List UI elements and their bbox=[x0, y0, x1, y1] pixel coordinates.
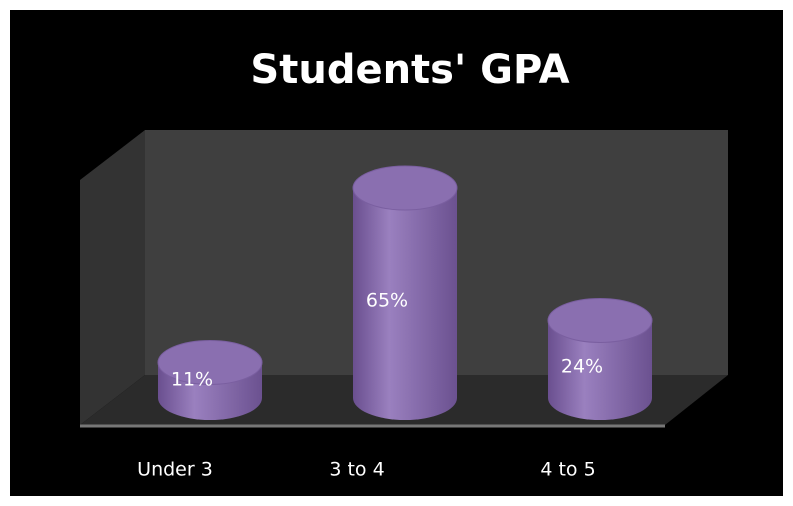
cylinder-top bbox=[157, 339, 263, 385]
cylinder-top bbox=[547, 297, 653, 343]
cylinder bbox=[548, 320, 652, 420]
chart-title: Students' GPA bbox=[250, 47, 569, 93]
data-label: 65% bbox=[366, 290, 408, 312]
x-tick-label: 3 to 4 bbox=[329, 459, 384, 481]
data-label: 24% bbox=[561, 356, 603, 378]
side-wall bbox=[80, 130, 145, 425]
x-tick-label: Under 3 bbox=[137, 459, 213, 481]
cylinder-top bbox=[352, 165, 458, 211]
cylinder bbox=[353, 188, 457, 420]
x-tick-label: 4 to 5 bbox=[540, 459, 595, 481]
data-label: 11% bbox=[171, 369, 213, 391]
